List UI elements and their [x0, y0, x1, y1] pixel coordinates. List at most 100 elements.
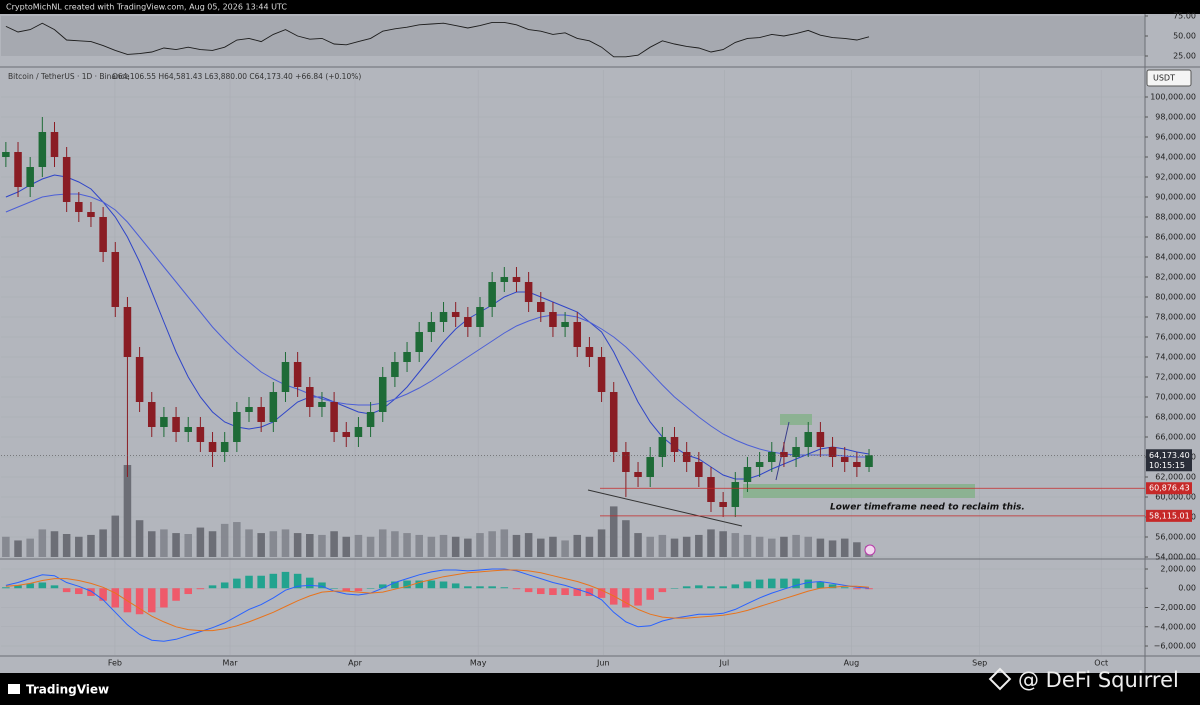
volume-bar [378, 529, 387, 557]
x-tick-label: Jun [596, 659, 610, 668]
macd-histogram-bar [537, 588, 545, 595]
volume-bar [257, 533, 265, 557]
moving-average [5, 193, 869, 458]
candle-body [597, 357, 606, 392]
grid-layer [1, 16, 1145, 655]
candle-body [415, 332, 423, 352]
y-tick-label: 100,000.00 [1150, 93, 1196, 102]
y-tick-label: 86,000.00 [1155, 233, 1196, 242]
candle-body [318, 402, 326, 407]
macd-histogram-bar [549, 588, 557, 595]
macd-histogram-bar [828, 584, 837, 589]
macd-histogram-bar [768, 578, 776, 589]
macd-line [5, 568, 870, 642]
candle-body [804, 432, 813, 447]
candle-body [792, 447, 800, 457]
volume-bar [403, 533, 411, 557]
candle-body [245, 407, 253, 412]
candle-body [780, 452, 788, 457]
macd-histogram-bar [524, 588, 533, 593]
macd-histogram-bar [318, 582, 326, 589]
volume-bar [634, 533, 642, 557]
candle-body [147, 402, 156, 427]
volume-bar [707, 529, 715, 557]
macd-histogram-bar [330, 588, 338, 589]
target-zone [780, 414, 812, 425]
volume-bar [464, 538, 472, 557]
candle-body [537, 302, 545, 312]
rsi-line [5, 21, 870, 58]
y-tick-label: 80,000.00 [1155, 293, 1196, 302]
macd-histogram-bar [269, 573, 278, 589]
candle-body [196, 427, 205, 442]
y-tick-label: 75.00 [1173, 12, 1196, 21]
macd-histogram-bar [75, 588, 83, 595]
volume-bar [597, 529, 606, 557]
countdown-label: 10:15:15 [1149, 461, 1185, 470]
candle-body [840, 457, 849, 462]
macd-histogram-bar [62, 588, 71, 593]
volume-bar [816, 538, 825, 557]
volume-bar [172, 533, 180, 557]
candle-body [220, 442, 229, 452]
macd-histogram-bar [38, 582, 47, 589]
x-tick-label: Feb [108, 659, 122, 668]
candle-body [269, 392, 278, 422]
volume-bar [573, 534, 582, 557]
credit: CryptoMichNL created with TradingView.co… [6, 3, 287, 12]
y-tick-label: 50.00 [1173, 32, 1196, 41]
volume-bar [14, 540, 22, 557]
candle-body [634, 472, 642, 477]
y-tick-label: 2,000.00 [1160, 564, 1196, 573]
candle-body [391, 362, 399, 377]
candle-body [731, 482, 740, 507]
macd-histogram-bar [354, 588, 363, 592]
volume-bar [682, 536, 691, 557]
candle-body [160, 417, 168, 427]
candle-body [549, 312, 557, 327]
candle-body [853, 462, 861, 467]
candle-body [585, 347, 594, 357]
candle-body [257, 407, 265, 422]
volume-bar [135, 520, 144, 557]
macd-histogram-bar [561, 588, 569, 595]
volume-bar [160, 529, 168, 557]
volume-bar [439, 534, 448, 557]
x-tick-label: Jul [719, 659, 730, 668]
volume-bar [585, 536, 594, 557]
volume-bar [670, 538, 679, 557]
candle-body [330, 402, 338, 432]
candle-body [184, 427, 192, 432]
macd-histogram-bar [160, 588, 168, 608]
candle-body [378, 377, 387, 412]
candle-body [293, 362, 302, 387]
volume-bar [804, 536, 813, 557]
macd-histogram-bar [87, 588, 95, 596]
y-tick-label: 56,000.00 [1155, 533, 1196, 542]
candle-body [342, 432, 351, 437]
volume-bar [281, 529, 290, 557]
y-tick-label: 84,000.00 [1155, 253, 1196, 262]
macd-histogram-bar [147, 588, 156, 613]
volume-bar [695, 534, 703, 557]
macd-histogram-bar [14, 585, 22, 589]
event-icon[interactable] [864, 544, 876, 556]
y-tick-label: 0.00 [1178, 584, 1196, 593]
volume-bar [220, 523, 229, 557]
y-tick-label: 76,000.00 [1155, 333, 1196, 342]
moving-average [5, 174, 870, 480]
macd-histogram-bar [585, 588, 594, 596]
x-tick-label: Sep [972, 659, 987, 668]
macd-histogram-bar [500, 587, 509, 589]
y-tick-label: 92,000.00 [1155, 173, 1196, 182]
macd-histogram-bar [220, 582, 229, 589]
ohlc-legend: O64,106.55 H64,581.43 L63,880.00 C64,173… [112, 72, 361, 81]
candle-body [14, 152, 22, 187]
volume-bar [62, 534, 71, 557]
volume-bar [780, 536, 788, 557]
volume-bar [26, 538, 34, 557]
volume-bar [646, 536, 654, 557]
volume-bar [549, 536, 557, 557]
candle-body [609, 392, 618, 452]
